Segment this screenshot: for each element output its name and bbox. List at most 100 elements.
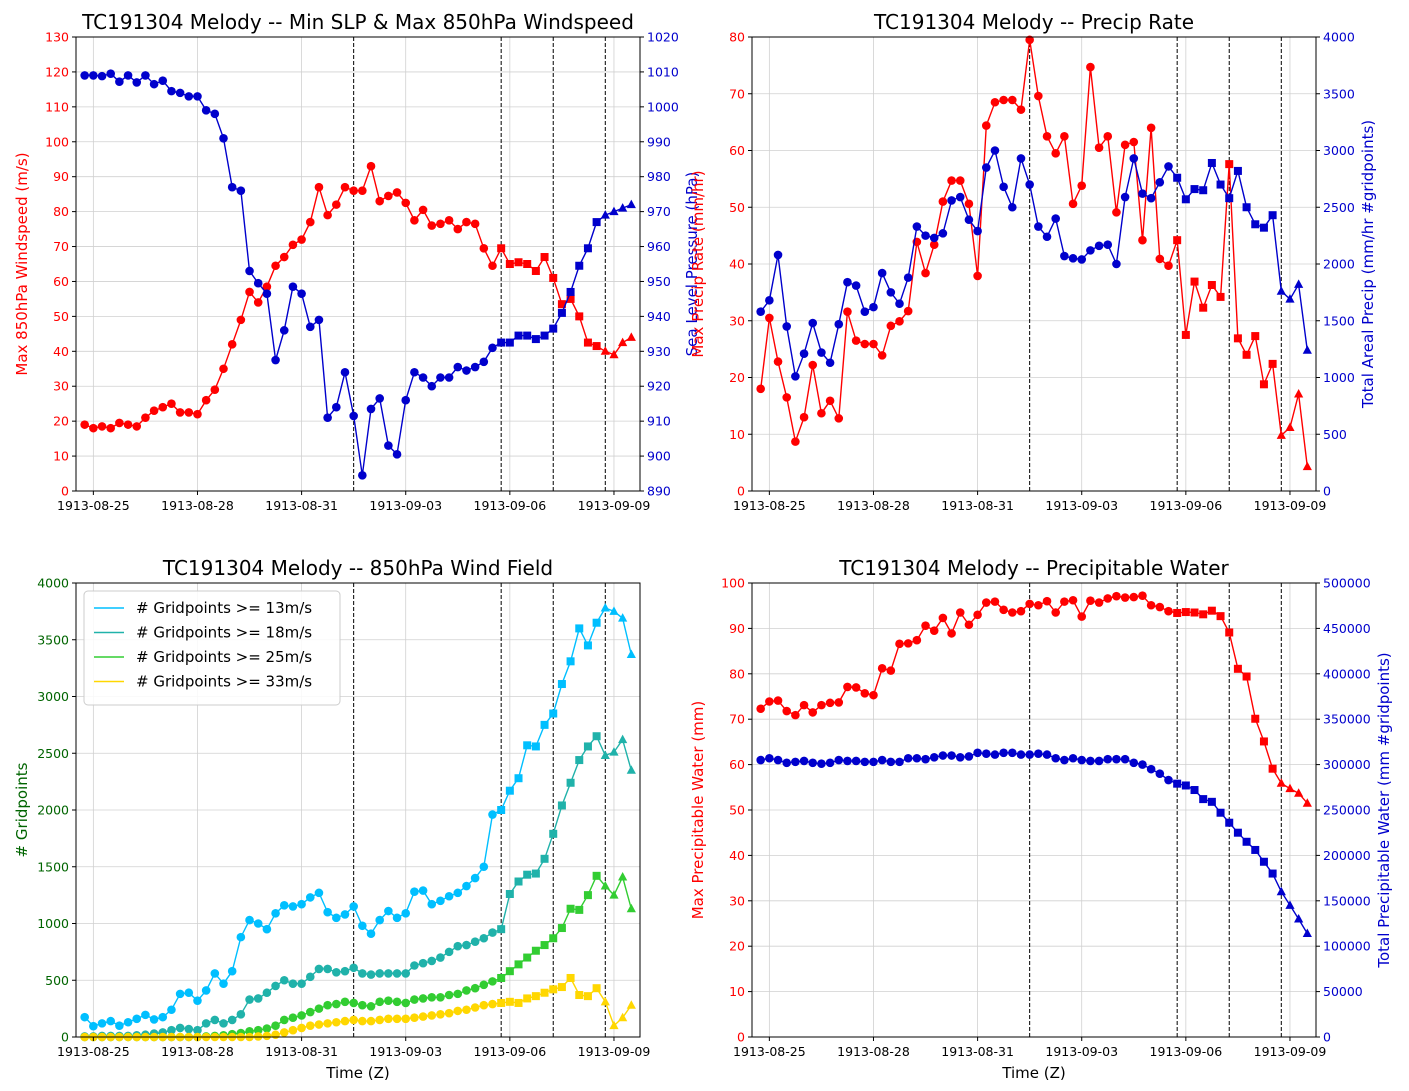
series-line: [84, 874, 632, 1038]
data-point: [1302, 461, 1312, 471]
y-tick-label: 40: [729, 257, 745, 272]
data-point: [566, 973, 575, 982]
data-point: [384, 996, 393, 1005]
data-point: [462, 366, 471, 375]
data-point: [184, 92, 194, 101]
data-point: [262, 988, 272, 998]
data-point: [392, 188, 402, 197]
data-point: [366, 1016, 376, 1026]
data-point: [271, 1021, 280, 1030]
data-point: [869, 339, 878, 349]
y2-axis-label: Total Precipitable Water (mm #gridpoints…: [1375, 652, 1393, 968]
data-point: [227, 1015, 237, 1025]
data-point: [1155, 769, 1165, 778]
data-point: [1190, 185, 1199, 194]
data-point: [436, 896, 445, 906]
y-tick-label: 70: [729, 712, 745, 727]
data-point: [903, 273, 913, 282]
data-point: [1094, 598, 1104, 607]
y-tick-label: 70: [729, 86, 745, 101]
data-point: [1225, 160, 1234, 169]
data-point: [167, 86, 176, 96]
y-tick-label: 20: [729, 370, 745, 385]
data-point: [123, 1017, 133, 1027]
data-point: [279, 252, 289, 262]
data-point: [773, 357, 783, 366]
data-point: [843, 756, 852, 766]
y-tick-label: 20: [729, 939, 745, 954]
data-point: [401, 998, 411, 1008]
data-point: [938, 751, 948, 760]
data-point: [305, 893, 315, 902]
data-point: [184, 1024, 194, 1034]
data-point: [505, 786, 514, 795]
data-point: [288, 1013, 298, 1023]
y-tick-label: 90: [729, 621, 745, 636]
data-point: [436, 219, 445, 229]
data-point: [549, 934, 558, 943]
data-point: [375, 1015, 384, 1025]
y2-tick-label: 500: [1323, 427, 1347, 442]
data-point: [236, 315, 246, 325]
x-tick-label: 1913-08-25: [733, 498, 806, 513]
data-point: [149, 79, 159, 89]
y2-tick-label: 150000: [1323, 893, 1371, 908]
data-point: [219, 364, 228, 374]
data-point: [245, 287, 254, 297]
data-point: [271, 981, 280, 991]
data-point: [1285, 422, 1295, 431]
data-point: [1216, 808, 1225, 817]
y2-tick-label: 3500: [1323, 86, 1355, 101]
x-tick-label: 1913-08-25: [57, 1044, 130, 1059]
data-point: [973, 748, 982, 758]
data-point: [427, 992, 437, 1002]
x-tick-label: 1913-08-28: [837, 498, 910, 513]
data-point: [549, 829, 558, 838]
data-point: [497, 244, 506, 253]
data-point: [1042, 596, 1052, 606]
data-point: [514, 258, 523, 267]
data-point: [488, 343, 497, 353]
data-point: [332, 200, 341, 209]
data-point: [773, 696, 783, 705]
y2-tick-label: 3000: [1323, 143, 1355, 158]
data-point: [1294, 788, 1304, 797]
data-point: [1181, 330, 1190, 339]
data-point: [973, 226, 982, 236]
chart-panel-4: 1913-08-25 1913-08-28 1913-08-31 1913-09-03…: [689, 556, 1393, 1082]
y2-tick-label: 1010: [647, 64, 679, 79]
data-point: [1025, 180, 1034, 189]
y2-tick-label: 920: [647, 379, 671, 394]
y-tick-label: 50: [729, 200, 745, 215]
data-point: [834, 414, 844, 423]
y-tick-label: 80: [53, 204, 69, 219]
data-point: [418, 373, 428, 382]
series-1: [80, 161, 636, 433]
x-tick-label: 1913-09-09: [578, 498, 651, 513]
data-point: [444, 990, 454, 1000]
data-point: [436, 992, 445, 1002]
data-point: [323, 1000, 332, 1010]
data-point: [288, 902, 298, 911]
data-point: [149, 406, 159, 415]
data-point: [1016, 606, 1026, 616]
data-point: [765, 296, 774, 305]
data-point: [566, 778, 575, 787]
data-point: [210, 1015, 220, 1025]
data-point: [1103, 240, 1113, 250]
data-point: [453, 989, 463, 999]
data-point: [1120, 192, 1130, 202]
data-point: [1155, 254, 1165, 264]
y-tick-label: 60: [729, 143, 745, 158]
x-tick-label: 1913-08-25: [57, 498, 130, 513]
data-point: [1112, 591, 1121, 601]
data-point: [1164, 606, 1173, 616]
data-point: [817, 700, 826, 710]
data-point: [279, 975, 289, 985]
data-point: [392, 1014, 402, 1024]
series-2: [80, 732, 636, 1041]
data-point: [817, 408, 826, 418]
data-point: [184, 408, 194, 417]
data-point: [1042, 232, 1052, 242]
data-point: [418, 1012, 428, 1021]
